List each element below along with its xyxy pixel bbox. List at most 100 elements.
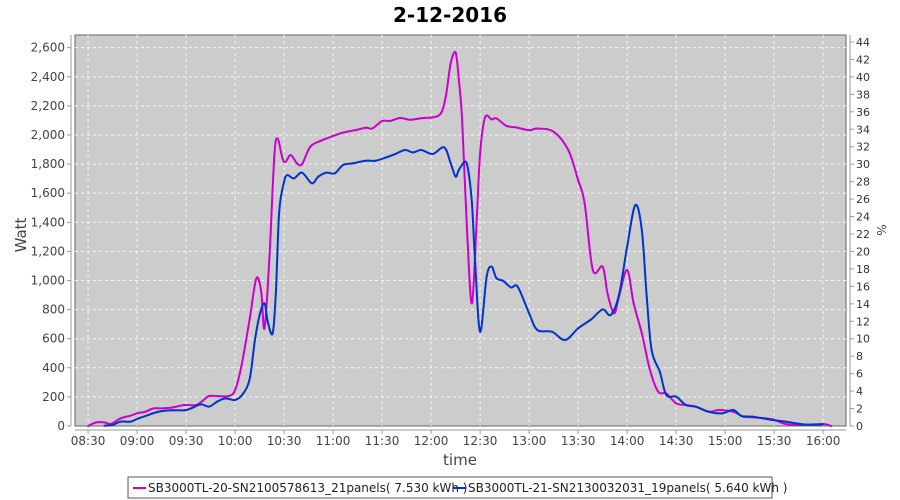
series-1-point — [784, 422, 787, 425]
y2-tick-label: 36 — [856, 106, 870, 119]
series-1-point — [273, 155, 276, 158]
series-2-point — [325, 171, 328, 174]
x-tick-label: 08:30 — [71, 434, 106, 448]
y-tick-label: 400 — [42, 361, 65, 375]
series-1-point — [449, 62, 452, 65]
series-2-point — [292, 177, 295, 180]
grid — [75, 35, 846, 426]
series-2-point — [394, 153, 397, 156]
series-2-point — [157, 410, 160, 413]
y-tick-label: 0 — [57, 419, 65, 433]
series-1-point — [479, 152, 482, 155]
x-tick-label: 15:30 — [757, 434, 792, 448]
series-2-point — [263, 302, 266, 305]
series-2-point — [234, 398, 237, 401]
x-tick-label: 14:00 — [610, 434, 645, 448]
series-1-point — [281, 157, 284, 160]
series-1-point — [129, 414, 132, 417]
series-1-point — [170, 406, 173, 409]
series-2-point — [258, 314, 261, 317]
series-1-point — [296, 162, 299, 165]
series-1-point — [466, 229, 469, 232]
series-1-point — [470, 302, 473, 305]
series-1-point — [399, 116, 402, 119]
series-2-point — [707, 410, 710, 413]
series-2-point — [412, 151, 415, 154]
series-1-point — [431, 116, 434, 119]
series-2-point — [333, 172, 336, 175]
series-1-point — [268, 257, 271, 260]
series-2-point — [103, 424, 106, 427]
y-tick-label: 2,000 — [31, 128, 65, 142]
series-2-point — [351, 162, 354, 165]
series-1-point — [577, 179, 580, 182]
x-tick-label: 10:30 — [267, 434, 302, 448]
series-2-point — [640, 229, 643, 232]
series-1-point — [389, 119, 392, 122]
series-2-point — [658, 370, 661, 373]
series-1-point — [583, 202, 586, 205]
series-2-point — [564, 339, 567, 342]
y2-tick-label: 20 — [856, 245, 870, 258]
series-2-point — [645, 295, 648, 298]
series-1-point — [657, 390, 660, 393]
x-tick-label: 09:00 — [120, 434, 155, 448]
series-1-point — [240, 364, 243, 367]
series-2-point — [694, 405, 697, 408]
series-1-point — [234, 389, 237, 392]
series-1-point — [160, 407, 163, 410]
series-1-point — [216, 395, 219, 398]
y2-tick-label: 8 — [856, 350, 863, 363]
series-2-point — [111, 423, 114, 426]
legend-box — [127, 476, 773, 499]
series-1-point — [332, 134, 335, 137]
series-2-point — [650, 349, 653, 352]
series-2-point — [207, 405, 210, 408]
series-2-point — [374, 159, 377, 162]
y2-tick-label: 22 — [856, 228, 870, 241]
y2-tick-label: 6 — [856, 368, 863, 381]
y2-tick-label: 32 — [856, 141, 870, 154]
y2-tick-label: 24 — [856, 211, 870, 224]
series-2-point — [479, 330, 482, 333]
series-2-point — [617, 294, 620, 297]
series-1-point — [371, 127, 374, 130]
series-1-point — [152, 407, 155, 410]
series-1-point — [201, 399, 204, 402]
series-2-point — [253, 340, 256, 343]
series-1-point — [632, 302, 635, 305]
y-tick-label: 1,000 — [31, 273, 65, 287]
series-1-point — [640, 332, 643, 335]
series-2-point — [467, 172, 470, 175]
series-2-point — [577, 327, 580, 330]
x-tick-label: 10:00 — [218, 434, 253, 448]
series-2-point — [474, 262, 477, 265]
series-2-point — [147, 413, 150, 416]
series-1-point — [183, 404, 186, 407]
series-2-point — [189, 407, 192, 410]
series-1-point — [717, 408, 720, 411]
series-2-point — [751, 415, 754, 418]
y2-tick-label: 14 — [856, 298, 870, 311]
series-2-point — [457, 168, 460, 171]
series-2-point — [403, 148, 406, 151]
series-1-point — [119, 417, 122, 420]
series-2-point — [278, 210, 281, 213]
series-2-point — [485, 275, 488, 278]
series-2-point — [199, 403, 202, 406]
series-2-point — [601, 308, 604, 311]
y2-tick-label: 44 — [856, 36, 870, 49]
series-2-point — [310, 182, 313, 185]
series-2-point — [802, 423, 805, 426]
series-1-point — [515, 126, 518, 129]
series-1-point — [591, 269, 594, 272]
x-tick-label: 13:30 — [561, 434, 596, 448]
series-2-point — [740, 414, 743, 417]
series-2-point — [634, 204, 637, 207]
series-layer — [87, 50, 833, 427]
series-2-point — [550, 330, 553, 333]
series-2-point — [626, 245, 629, 248]
series-1-point — [136, 412, 139, 415]
series-2-point — [420, 148, 423, 151]
